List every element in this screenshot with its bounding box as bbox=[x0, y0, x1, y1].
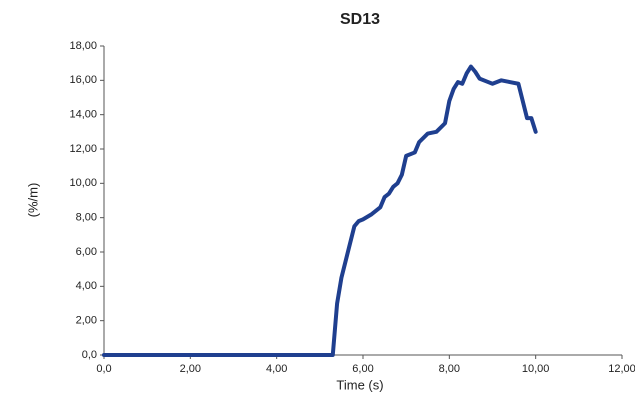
x-axis-label: Time (s) bbox=[336, 377, 383, 392]
x-tick-label: 0,0 bbox=[96, 363, 111, 375]
y-tick-label: 12,00 bbox=[69, 143, 97, 155]
x-tick-label: 2,00 bbox=[180, 363, 201, 375]
x-tick-label: 8,00 bbox=[439, 363, 460, 375]
x-tick-label: 4,00 bbox=[266, 363, 287, 375]
y-tick-label: 18,00 bbox=[69, 40, 97, 52]
y-tick-label: 14,00 bbox=[69, 109, 97, 121]
y-tick-label: 0,0 bbox=[82, 349, 97, 361]
y-tick-label: 4,00 bbox=[76, 280, 97, 292]
y-tick-label: 8,00 bbox=[76, 212, 97, 224]
data-line bbox=[102, 64, 538, 357]
x-tick-label: 6,00 bbox=[352, 363, 373, 375]
chart-title: SD13 bbox=[340, 11, 380, 28]
x-tick-label: 10,00 bbox=[522, 363, 550, 375]
y-tick-label: 2,00 bbox=[76, 315, 97, 327]
y-tick-label: 6,00 bbox=[76, 246, 97, 258]
x-tick-label: 12,00 bbox=[608, 363, 635, 375]
y-axis-label: (%/m) bbox=[25, 183, 40, 218]
y-tick-label: 10,00 bbox=[69, 177, 97, 189]
y-tick-label: 16,00 bbox=[69, 74, 97, 86]
